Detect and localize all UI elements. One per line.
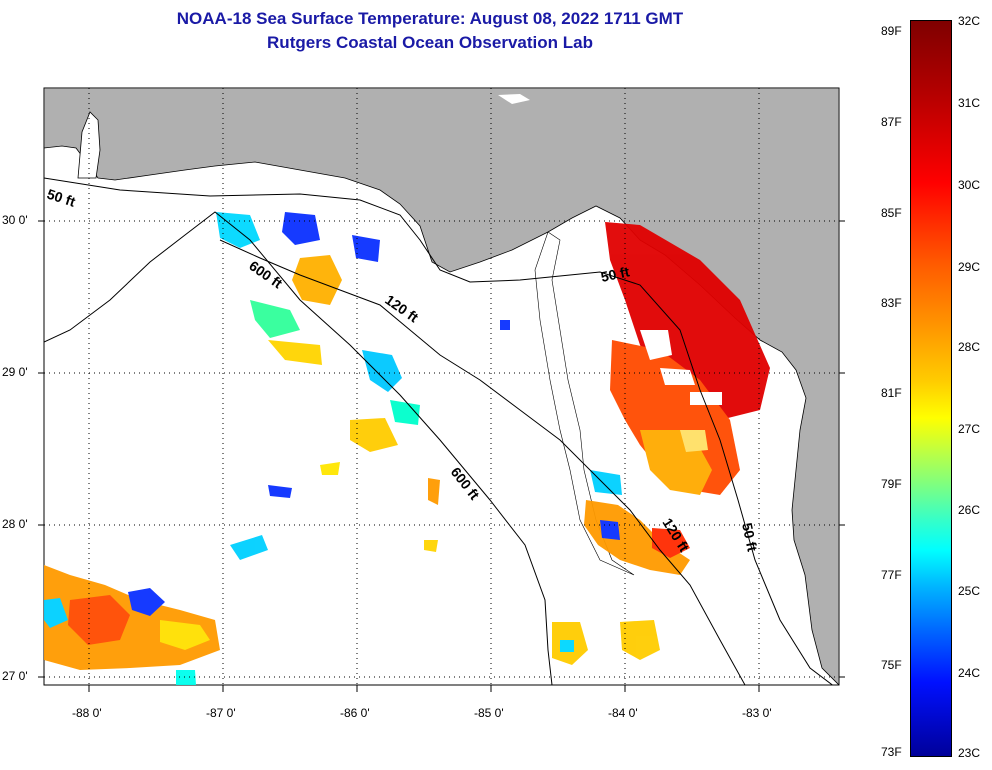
colorbar-f-label: 89F <box>881 24 902 38</box>
depth-contours <box>44 177 834 685</box>
contour-label: 50 ft <box>599 263 631 285</box>
sst-patches <box>44 212 770 685</box>
colorbar-c-label: 23C <box>958 746 981 760</box>
colorbar-f-label: 75F <box>881 658 902 672</box>
lon-label: -83 0' <box>742 706 772 720</box>
colorbar-f-label: 77F <box>881 568 902 582</box>
lat-ticks <box>38 220 845 678</box>
map-subtitle: Rutgers Coastal Ocean Observation Lab <box>267 33 593 52</box>
lon-label: -85 0' <box>474 706 504 720</box>
lat-label: 30 0' <box>2 213 28 227</box>
colorbar-c-label: 29C <box>958 260 981 274</box>
colorbar-c-label: 32C <box>958 14 981 28</box>
colorbar-c-label: 28C <box>958 340 981 354</box>
colorbar-c-label: 31C <box>958 96 981 110</box>
lon-label: -84 0' <box>608 706 638 720</box>
colorbar-f-label: 83F <box>881 296 902 310</box>
colorbar-f-label: 81F <box>881 386 902 400</box>
coastal-marsh <box>534 231 635 576</box>
colorbar-f-label: 87F <box>881 115 902 129</box>
lat-label: 27 0' <box>2 669 28 683</box>
colorbar-c-label: 27C <box>958 422 981 436</box>
colorbar-f-label: 85F <box>881 206 902 220</box>
colorbar-c-label: 25C <box>958 584 981 598</box>
lon-label: -87 0' <box>206 706 236 720</box>
colorbar-f-label: 79F <box>881 477 902 491</box>
map-title: NOAA-18 Sea Surface Temperature: August … <box>176 9 684 28</box>
lon-ticks <box>88 685 760 692</box>
inland-water <box>498 94 530 104</box>
colorbar-c-label: 30C <box>958 178 981 192</box>
lat-label: 28 0' <box>2 517 28 531</box>
lat-label: 29 0' <box>2 365 28 379</box>
temperature-colorbar <box>910 20 952 757</box>
colorbar-c-label: 26C <box>958 503 981 517</box>
contour-label: 50 ft <box>739 521 761 553</box>
lon-label: -88 0' <box>72 706 102 720</box>
colorbar-c-label: 24C <box>958 666 981 680</box>
lon-label: -86 0' <box>340 706 370 720</box>
colorbar-f-label: 73F <box>881 745 902 759</box>
mobile-bay <box>77 111 101 179</box>
